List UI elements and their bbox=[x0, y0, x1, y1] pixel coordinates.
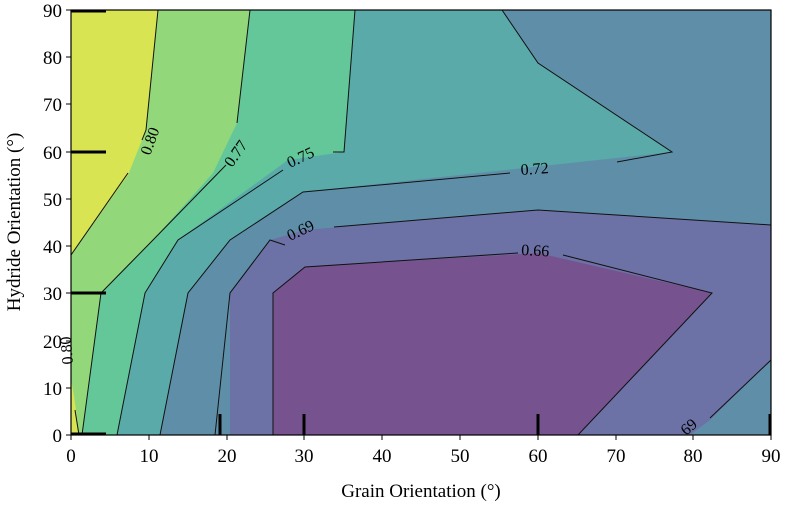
clabel-072: 0.72 bbox=[520, 160, 549, 179]
x-tick-label: 20 bbox=[218, 446, 237, 467]
y-tick-label: 30 bbox=[43, 284, 62, 305]
region-below-066 bbox=[273, 253, 712, 435]
y-tick-label: 10 bbox=[43, 379, 62, 400]
y-axis-ticks bbox=[66, 9, 71, 436]
y-tick-label: 60 bbox=[43, 143, 62, 164]
x-tick-label: 10 bbox=[140, 446, 159, 467]
y-tick-label: 50 bbox=[43, 190, 62, 211]
x-tick-label: 60 bbox=[529, 446, 548, 467]
x-tick-label: 30 bbox=[295, 446, 314, 467]
x-tick-label: 50 bbox=[451, 446, 470, 467]
sample-markers bbox=[71, 9, 772, 436]
clabel-066: 0.66 bbox=[521, 242, 550, 260]
x-axis-label: Grain Orientation (°) bbox=[341, 481, 501, 502]
contour-fills bbox=[71, 10, 771, 435]
y-tick-label: 80 bbox=[43, 48, 62, 69]
x-tick-labels: 0 10 20 30 40 50 60 70 80 90 bbox=[66, 446, 780, 467]
x-axis-ticks bbox=[70, 435, 772, 440]
contour-lines bbox=[71, 10, 771, 435]
x-tick-label: 70 bbox=[607, 446, 626, 467]
plot-frame bbox=[70, 9, 772, 436]
x-tick-label: 80 bbox=[684, 446, 703, 467]
x-tick-label: 40 bbox=[373, 446, 392, 467]
clabel-080-bottom: 0.80 bbox=[58, 336, 77, 365]
y-tick-label: 20 bbox=[43, 332, 62, 353]
y-axis-label: Hydride Orientation (°) bbox=[4, 133, 25, 312]
x-tick-label: 90 bbox=[762, 446, 781, 467]
y-tick-label: 90 bbox=[43, 1, 62, 22]
y-tick-label: 70 bbox=[43, 95, 62, 116]
y-tick-label: 0 bbox=[53, 426, 63, 447]
y-tick-label: 40 bbox=[43, 237, 62, 258]
y-tick-labels: 0 10 20 30 40 50 60 70 80 90 bbox=[43, 1, 62, 447]
region-above-080 bbox=[71, 10, 158, 255]
x-tick-label: 0 bbox=[66, 446, 76, 467]
region-069-072-corner bbox=[690, 360, 771, 435]
